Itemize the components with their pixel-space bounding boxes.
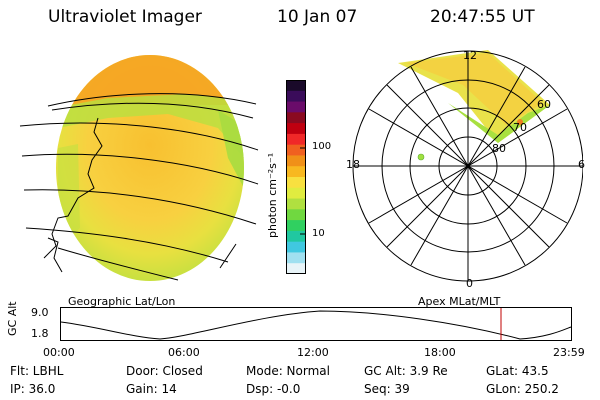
colorbar-segment	[286, 166, 306, 178]
x-tick-0000: 00:00	[43, 346, 75, 359]
gain-info: Gain: 14	[126, 382, 177, 396]
glon-info: GLon: 250.2	[486, 382, 559, 396]
colorbar-segment	[286, 90, 306, 103]
colorbar-segment	[286, 155, 306, 167]
x-tick-1800: 18:00	[424, 346, 456, 359]
colorbar-segment	[286, 187, 306, 200]
colorbar-segment	[286, 209, 306, 221]
colorbar-segment	[286, 198, 306, 210]
mlt-12-label: 12	[463, 49, 477, 62]
colorbar-segment	[286, 252, 306, 264]
colorbar-segment	[286, 112, 306, 124]
colorbar-segment	[286, 133, 306, 146]
lat-60-label: 60	[537, 98, 551, 111]
colorbar-segment	[286, 144, 306, 156]
filter-info: Flt: LBHL	[10, 364, 64, 378]
x-tick-0600: 06:00	[168, 346, 200, 359]
glat-info: GLat: 43.5	[486, 364, 549, 378]
right-panel-label: Apex MLat/MLT	[418, 295, 501, 308]
lat-70-label: 70	[513, 121, 527, 134]
polar-plot	[352, 50, 583, 282]
colorbar-segment	[286, 220, 306, 232]
mlt-6-label: 6	[578, 158, 585, 171]
altitude-tick-min: 1.8	[31, 327, 49, 340]
mode-info: Mode: Normal	[246, 364, 330, 378]
altitude-curve	[60, 310, 572, 340]
ip-info: IP: 36.0	[10, 382, 56, 396]
colorbar-tick-100: 100	[312, 141, 332, 152]
colorbar-segment	[286, 230, 306, 243]
colorbar-unit-label: photon cm⁻²s⁻¹	[266, 152, 279, 238]
colorbar-segment	[286, 101, 306, 113]
colorbar-segment	[286, 263, 306, 274]
colorbar-segment	[286, 80, 306, 92]
gc-alt-info: GC Alt: 3.9 Re	[364, 364, 448, 378]
left-panel-label: Geographic Lat/Lon	[68, 295, 176, 308]
seq-info: Seq: 39	[364, 382, 410, 396]
dsp-info: Dsp: -0.0	[246, 382, 301, 396]
mlt-0-label: 0	[466, 277, 473, 290]
colorbar-tick-10: 10	[312, 228, 325, 239]
colorbar-segment	[286, 241, 306, 253]
x-tick-1200: 12:00	[297, 346, 329, 359]
altitude-plot	[60, 307, 572, 341]
colorbar-segment	[286, 177, 306, 189]
colorbar-segment	[286, 123, 306, 135]
door-info: Door: Closed	[126, 364, 203, 378]
altitude-tick-max: 9.0	[31, 306, 49, 319]
time-label: 20:47:55 UT	[430, 7, 535, 27]
colorbar	[286, 80, 306, 274]
x-tick-2359: 23:59	[553, 346, 585, 359]
lat-80-label: 80	[492, 142, 506, 155]
date-label: 10 Jan 07	[277, 7, 358, 27]
altitude-y-label: GC Alt	[6, 301, 19, 336]
mlt-18-label: 18	[346, 158, 360, 171]
app-title: Ultraviolet Imager	[48, 7, 202, 27]
geographic-image	[19, 55, 259, 281]
